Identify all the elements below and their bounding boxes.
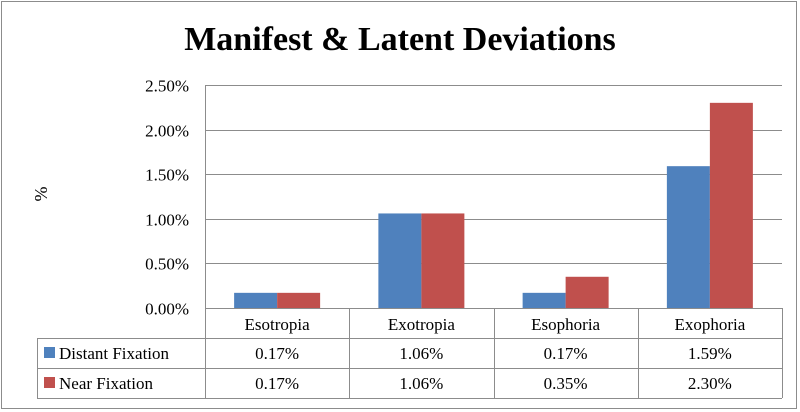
table-cell-value: 0.17% [544,344,588,363]
x-category-label: Esotropia [245,315,311,334]
y-tick-label: 0.50% [145,255,189,274]
legend-label: Near Fixation [59,374,153,393]
bar [234,292,278,308]
y-tick-label: 1.00% [145,211,189,230]
y-tick-label: 1.50% [145,166,189,185]
table-cell-value: 0.17% [255,344,299,363]
table-cell-value: 0.17% [255,374,299,393]
bar [565,276,609,308]
bar [666,166,710,308]
table-cell-value: 0.35% [544,374,588,393]
bars [234,102,753,308]
y-tick-label: 0.00% [145,300,189,319]
y-tick-label: 2.00% [145,122,189,141]
y-tick-labels: 0.00% 0.50% 1.00% 1.50% 2.00% 2.50% [145,77,189,319]
table-cell-value: 1.06% [399,344,443,363]
table-cell-value: 1.59% [688,344,732,363]
x-category-label: Exotropia [388,315,455,334]
bar [709,102,753,308]
data-table: Esotropia Exotropia Esophoria Exophoria Dist… [37,308,783,399]
table-cell-value: 1.06% [399,374,443,393]
x-category-label: Esophoria [531,315,600,334]
bar [378,213,422,308]
x-category-label: Exophoria [674,315,745,334]
bar [522,292,566,308]
legend-key [44,347,55,358]
bar [277,292,321,308]
y-axis-label: % [31,187,51,202]
bar [421,213,465,308]
chart-title: Manifest & Latent Deviations [184,21,616,58]
legend-label: Distant Fixation [59,344,170,363]
y-tick-label: 2.50% [145,77,189,96]
table-cell-value: 2.30% [688,374,732,393]
legend-key [44,377,55,388]
